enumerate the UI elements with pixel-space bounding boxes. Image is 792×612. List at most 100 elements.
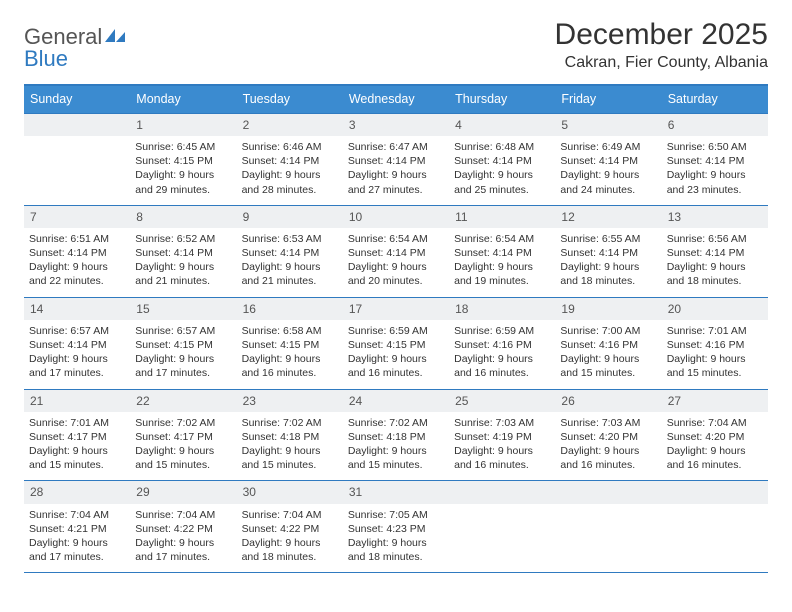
day-details: Sunrise: 7:05 AMSunset: 4:23 PMDaylight:… [343,504,449,573]
weekday-header: Monday [130,86,236,113]
sunrise-text: Sunrise: 6:57 AM [135,324,231,338]
sunset-text: Sunset: 4:18 PM [242,430,338,444]
sunrise-text: Sunrise: 6:59 AM [454,324,550,338]
day-number: 9 [237,206,343,228]
sunset-text: Sunset: 4:14 PM [348,246,444,260]
sunrise-text: Sunrise: 7:04 AM [667,416,763,430]
details-row: Sunrise: 7:01 AMSunset: 4:17 PMDaylight:… [24,412,768,481]
day-number: 31 [343,481,449,503]
day-number [24,114,130,136]
day-details: Sunrise: 6:45 AMSunset: 4:15 PMDaylight:… [130,136,236,205]
day-details: Sunrise: 7:00 AMSunset: 4:16 PMDaylight:… [555,320,661,389]
daynum-row: 21222324252627 [24,390,768,412]
daylight-text: Daylight: 9 hours and 22 minutes. [29,260,125,288]
sunrise-text: Sunrise: 7:04 AM [135,508,231,522]
day-details: Sunrise: 6:54 AMSunset: 4:14 PMDaylight:… [449,228,555,297]
day-details: Sunrise: 6:49 AMSunset: 4:14 PMDaylight:… [555,136,661,205]
day-number: 1 [130,114,236,136]
daylight-text: Daylight: 9 hours and 15 minutes. [667,352,763,380]
day-number: 14 [24,298,130,320]
day-number: 26 [555,390,661,412]
sunset-text: Sunset: 4:14 PM [454,154,550,168]
daylight-text: Daylight: 9 hours and 24 minutes. [560,168,656,196]
day-number [555,481,661,503]
sunset-text: Sunset: 4:20 PM [560,430,656,444]
sunrise-text: Sunrise: 6:48 AM [454,140,550,154]
sunrise-text: Sunrise: 7:02 AM [242,416,338,430]
sunset-text: Sunset: 4:16 PM [667,338,763,352]
sunrise-text: Sunrise: 6:53 AM [242,232,338,246]
sunset-text: Sunset: 4:19 PM [454,430,550,444]
day-number: 21 [24,390,130,412]
week-row: 78910111213Sunrise: 6:51 AMSunset: 4:14 … [24,206,768,298]
day-details: Sunrise: 6:54 AMSunset: 4:14 PMDaylight:… [343,228,449,297]
details-row: Sunrise: 6:45 AMSunset: 4:15 PMDaylight:… [24,136,768,205]
day-details: Sunrise: 7:04 AMSunset: 4:22 PMDaylight:… [237,504,343,573]
daylight-text: Daylight: 9 hours and 19 minutes. [454,260,550,288]
weekday-header: Wednesday [343,86,449,113]
day-details [24,136,130,205]
daylight-text: Daylight: 9 hours and 17 minutes. [29,536,125,564]
sunset-text: Sunset: 4:23 PM [348,522,444,536]
details-row: Sunrise: 6:51 AMSunset: 4:14 PMDaylight:… [24,228,768,297]
daylight-text: Daylight: 9 hours and 16 minutes. [560,444,656,472]
weekday-header: Friday [555,86,661,113]
daylight-text: Daylight: 9 hours and 16 minutes. [667,444,763,472]
daylight-text: Daylight: 9 hours and 18 minutes. [348,536,444,564]
sunrise-text: Sunrise: 6:55 AM [560,232,656,246]
day-number: 4 [449,114,555,136]
day-number: 25 [449,390,555,412]
sunrise-text: Sunrise: 6:46 AM [242,140,338,154]
daylight-text: Daylight: 9 hours and 23 minutes. [667,168,763,196]
daylight-text: Daylight: 9 hours and 18 minutes. [560,260,656,288]
day-details: Sunrise: 7:04 AMSunset: 4:22 PMDaylight:… [130,504,236,573]
day-number: 16 [237,298,343,320]
sunset-text: Sunset: 4:14 PM [667,154,763,168]
daylight-text: Daylight: 9 hours and 16 minutes. [242,352,338,380]
day-number: 24 [343,390,449,412]
sunset-text: Sunset: 4:16 PM [560,338,656,352]
week-row: 123456Sunrise: 6:45 AMSunset: 4:15 PMDay… [24,113,768,206]
sunset-text: Sunset: 4:20 PM [667,430,763,444]
day-number: 13 [662,206,768,228]
sunrise-text: Sunrise: 6:56 AM [667,232,763,246]
sunset-text: Sunset: 4:14 PM [454,246,550,260]
day-details: Sunrise: 6:53 AMSunset: 4:14 PMDaylight:… [237,228,343,297]
day-number: 19 [555,298,661,320]
sunset-text: Sunset: 4:22 PM [242,522,338,536]
page-title: December 2025 [555,18,768,52]
sunrise-text: Sunrise: 6:54 AM [454,232,550,246]
day-number: 27 [662,390,768,412]
day-number: 8 [130,206,236,228]
sunset-text: Sunset: 4:14 PM [560,246,656,260]
sunrise-text: Sunrise: 6:52 AM [135,232,231,246]
sunrise-text: Sunrise: 6:58 AM [242,324,338,338]
day-number [449,481,555,503]
day-number: 3 [343,114,449,136]
day-number: 12 [555,206,661,228]
details-row: Sunrise: 7:04 AMSunset: 4:21 PMDaylight:… [24,504,768,573]
daylight-text: Daylight: 9 hours and 16 minutes. [348,352,444,380]
daylight-text: Daylight: 9 hours and 16 minutes. [454,352,550,380]
day-number: 5 [555,114,661,136]
day-number: 17 [343,298,449,320]
day-number: 20 [662,298,768,320]
sunrise-text: Sunrise: 6:50 AM [667,140,763,154]
weekday-header: Saturday [662,86,768,113]
day-details [449,504,555,573]
sunrise-text: Sunrise: 6:54 AM [348,232,444,246]
weekday-header-row: SundayMondayTuesdayWednesdayThursdayFrid… [24,86,768,113]
day-details: Sunrise: 7:03 AMSunset: 4:19 PMDaylight:… [449,412,555,481]
weekday-header: Thursday [449,86,555,113]
day-number: 7 [24,206,130,228]
sunrise-text: Sunrise: 7:02 AM [348,416,444,430]
week-row: 21222324252627Sunrise: 7:01 AMSunset: 4:… [24,390,768,482]
day-details: Sunrise: 6:51 AMSunset: 4:14 PMDaylight:… [24,228,130,297]
logo-mark-icon [104,26,126,49]
week-row: 28293031Sunrise: 7:04 AMSunset: 4:21 PMD… [24,481,768,573]
day-number: 23 [237,390,343,412]
day-details: Sunrise: 7:04 AMSunset: 4:20 PMDaylight:… [662,412,768,481]
day-details: Sunrise: 7:02 AMSunset: 4:18 PMDaylight:… [343,412,449,481]
sunrise-text: Sunrise: 7:03 AM [454,416,550,430]
day-details: Sunrise: 7:03 AMSunset: 4:20 PMDaylight:… [555,412,661,481]
